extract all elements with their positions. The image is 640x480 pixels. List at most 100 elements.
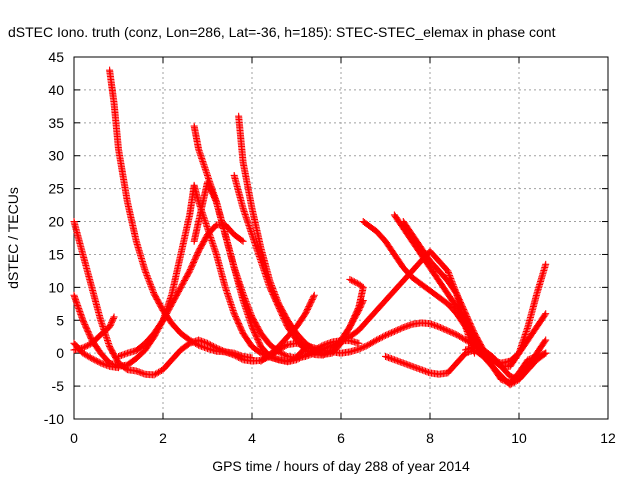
data-point bbox=[94, 358, 102, 366]
data-point bbox=[390, 327, 398, 335]
data-point bbox=[356, 345, 364, 353]
data-point bbox=[371, 337, 379, 345]
data-point bbox=[91, 356, 99, 364]
series-5 bbox=[106, 66, 256, 362]
x-tick-label: 12 bbox=[600, 430, 616, 446]
data-point bbox=[456, 333, 464, 341]
data-point bbox=[85, 341, 93, 349]
x-tick-label: 0 bbox=[70, 430, 78, 446]
data-point bbox=[462, 336, 470, 344]
data-point bbox=[304, 347, 312, 355]
y-tick-label: 10 bbox=[48, 279, 64, 295]
x-axis-label: GPS time / hours of day 288 of year 2014 bbox=[212, 458, 470, 474]
data-point bbox=[266, 278, 274, 286]
data-point bbox=[212, 196, 220, 204]
data-point bbox=[80, 350, 88, 358]
series-16 bbox=[382, 346, 550, 389]
data-point bbox=[506, 381, 514, 389]
data-point bbox=[144, 273, 152, 281]
data-point bbox=[453, 331, 461, 339]
chart-title: dSTEC Iono. truth (conz, Lon=286, Lat=-3… bbox=[8, 24, 556, 40]
data-point bbox=[382, 331, 389, 339]
data-point bbox=[447, 328, 455, 336]
data-point bbox=[148, 284, 156, 292]
data-point bbox=[380, 332, 388, 340]
data-point bbox=[436, 324, 444, 332]
data-point bbox=[142, 268, 150, 276]
data-point bbox=[383, 331, 391, 339]
data-point bbox=[148, 285, 156, 293]
data-point bbox=[445, 270, 453, 278]
data-point bbox=[155, 368, 163, 376]
data-point bbox=[368, 339, 376, 347]
data-point bbox=[152, 370, 160, 378]
data-point bbox=[316, 349, 324, 357]
data-point bbox=[542, 336, 550, 344]
data-point bbox=[315, 348, 323, 356]
data-point bbox=[377, 334, 385, 342]
data-point bbox=[355, 345, 363, 353]
data-point bbox=[541, 337, 549, 345]
data-point bbox=[374, 335, 382, 343]
data-point bbox=[303, 347, 311, 355]
data-point bbox=[389, 328, 397, 336]
data-point bbox=[189, 338, 197, 346]
series-4 bbox=[70, 339, 122, 372]
y-tick-label: 35 bbox=[48, 115, 64, 131]
data-point bbox=[459, 334, 467, 342]
data-point bbox=[276, 349, 284, 357]
data-point bbox=[268, 281, 276, 289]
data-point bbox=[444, 327, 452, 335]
data-point bbox=[542, 310, 550, 318]
data-point bbox=[349, 277, 357, 285]
data-point bbox=[153, 369, 161, 377]
data-point bbox=[284, 357, 292, 365]
y-tick-label: 20 bbox=[48, 214, 64, 230]
data-point bbox=[267, 280, 275, 288]
data-point bbox=[186, 336, 194, 344]
data-point bbox=[512, 377, 520, 385]
data-point bbox=[82, 342, 90, 350]
data-point bbox=[373, 336, 381, 344]
data-point bbox=[384, 330, 392, 338]
data-point bbox=[398, 324, 406, 332]
data-point bbox=[508, 380, 516, 388]
data-point bbox=[438, 324, 446, 332]
y-tick-label: -10 bbox=[44, 411, 64, 427]
data-point bbox=[145, 278, 153, 286]
data-point bbox=[445, 327, 453, 335]
data-point bbox=[540, 350, 548, 358]
y-tick-label: 0 bbox=[56, 345, 64, 361]
data-point bbox=[144, 275, 152, 283]
data-point bbox=[352, 279, 360, 287]
x-tick-label: 10 bbox=[511, 430, 527, 446]
data-point bbox=[193, 340, 201, 348]
data-point bbox=[288, 355, 296, 363]
data-point bbox=[542, 349, 550, 357]
data-point bbox=[270, 288, 278, 296]
data-point bbox=[310, 293, 318, 301]
data-point bbox=[238, 236, 246, 244]
data-point bbox=[115, 364, 122, 372]
data-point bbox=[290, 354, 298, 362]
data-point bbox=[439, 325, 447, 333]
data-point bbox=[354, 305, 362, 313]
data-point bbox=[95, 358, 103, 366]
data-point bbox=[271, 291, 279, 299]
data-point bbox=[285, 356, 293, 364]
data-point bbox=[393, 326, 401, 334]
data-point bbox=[269, 284, 277, 292]
data-point bbox=[143, 272, 151, 280]
data-point bbox=[150, 288, 158, 296]
y-tick-label: 15 bbox=[48, 246, 64, 262]
data-point bbox=[396, 325, 404, 333]
data-point bbox=[149, 287, 157, 295]
data-point bbox=[110, 313, 118, 321]
data-point bbox=[141, 267, 149, 275]
x-axis: 0 2 4 6 8 10 12 bbox=[70, 57, 616, 446]
data-point bbox=[239, 237, 247, 245]
data-point bbox=[312, 347, 320, 355]
data-point bbox=[80, 343, 88, 351]
data-point bbox=[271, 289, 279, 297]
data-point bbox=[313, 347, 321, 355]
